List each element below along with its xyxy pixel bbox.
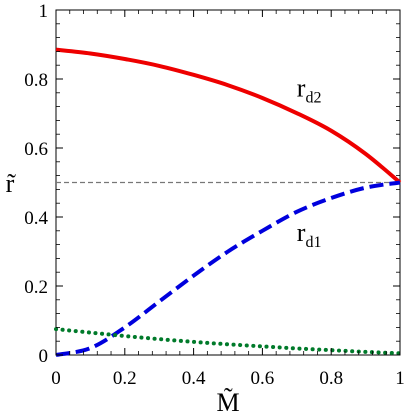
x-tick-label: 0.2 [113, 368, 137, 389]
annotation-rd2: rd2 [297, 73, 322, 106]
y-tick-label: 1 [39, 1, 49, 22]
y-tick-label: 0.8 [24, 70, 48, 91]
y-axis-label: r̃ [6, 169, 17, 198]
series-green-dotted [54, 327, 402, 356]
x-tick-label: 0 [51, 368, 61, 389]
y-tick-label: 0.4 [24, 208, 48, 229]
y-tick-label: 0 [39, 346, 49, 367]
series-rd1 [55, 180, 401, 357]
annotation-rd1: rd1 [297, 218, 322, 251]
tick-layer: 0 0.2 0.4 0.6 0.8 1 0 0.2 0.4 0.6 0.8 1 [24, 1, 405, 389]
x-tick-label: 0.6 [251, 368, 275, 389]
y-tick-label: 0.6 [24, 139, 48, 160]
annotation-layer: rd2 rd1 [297, 73, 322, 251]
x-axis-label: M̃ [216, 388, 239, 417]
x-tick-label: 0.4 [182, 368, 206, 389]
x-tick-label: 1 [395, 368, 405, 389]
series-layer [54, 47, 402, 357]
series-rd2 [55, 47, 402, 185]
y-tick-label: 0.2 [24, 277, 48, 298]
x-tick-label: 0.8 [319, 368, 343, 389]
